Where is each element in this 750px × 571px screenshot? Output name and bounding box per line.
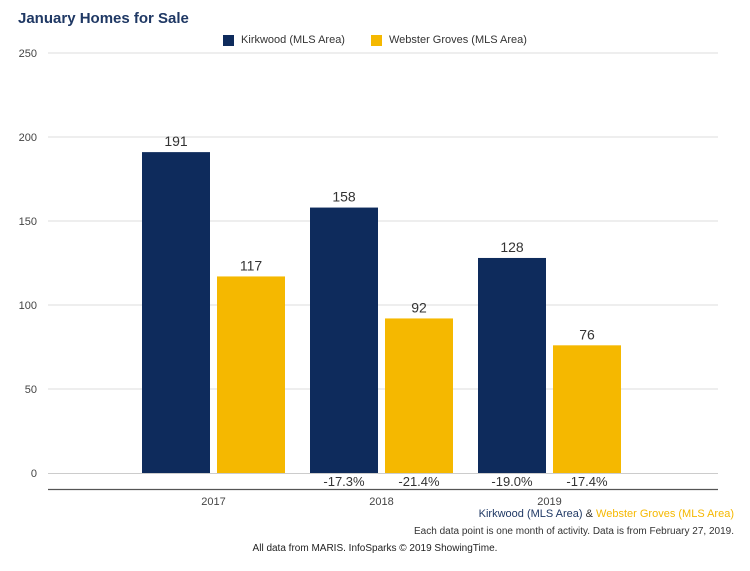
legend-label-kirkwood: Kirkwood (MLS Area) — [241, 34, 345, 46]
bar — [478, 257, 546, 473]
data-label: 128 — [500, 239, 524, 255]
change-label: -21.4% — [398, 474, 440, 489]
bar — [385, 318, 453, 473]
footer-series1: Kirkwood (MLS Area) — [478, 508, 583, 520]
footer-series2: Webster Groves (MLS Area) — [596, 508, 734, 520]
footer-series-note: Kirkwood (MLS Area) & Webster Groves (ML… — [479, 508, 734, 520]
legend-item-webster-groves[interactable]: Webster Groves (MLS Area) — [370, 34, 527, 46]
legend: Kirkwood (MLS Area) Webster Groves (MLS … — [0, 34, 750, 46]
legend-swatch-webster-groves — [370, 34, 382, 46]
change-label: -17.4% — [566, 474, 608, 489]
y-tick-label: 250 — [19, 48, 37, 60]
data-label: 191 — [164, 133, 188, 149]
bar — [142, 152, 210, 473]
x-tick-label: 2019 — [537, 496, 561, 508]
data-label: 92 — [411, 299, 427, 315]
legend-item-kirkwood[interactable]: Kirkwood (MLS Area) — [223, 34, 345, 46]
data-label: 117 — [240, 257, 263, 273]
x-tick-label: 2018 — [369, 496, 393, 508]
footer-credit: All data from MARIS. InfoSparks © 2019 S… — [252, 543, 498, 554]
change-label: -19.0% — [491, 474, 533, 489]
bar — [310, 207, 378, 473]
data-label: 158 — [332, 189, 356, 205]
bar — [217, 276, 285, 473]
data-label: 76 — [579, 326, 595, 342]
y-tick-label: 200 — [19, 132, 37, 144]
y-tick-label: 0 — [31, 468, 37, 480]
y-tick-label: 150 — [19, 216, 37, 228]
chart-title: January Homes for Sale — [18, 10, 189, 27]
footer-amp: & — [582, 508, 597, 520]
change-label: -17.3% — [323, 474, 365, 489]
footer-data-note: Each data point is one month of activity… — [414, 526, 734, 537]
bar — [553, 345, 621, 473]
y-tick-label: 100 — [19, 300, 37, 312]
legend-swatch-kirkwood — [223, 34, 235, 46]
y-tick-label: 50 — [25, 384, 37, 396]
legend-label-webster-groves: Webster Groves (MLS Area) — [388, 34, 527, 46]
x-tick-label: 2017 — [201, 496, 225, 508]
